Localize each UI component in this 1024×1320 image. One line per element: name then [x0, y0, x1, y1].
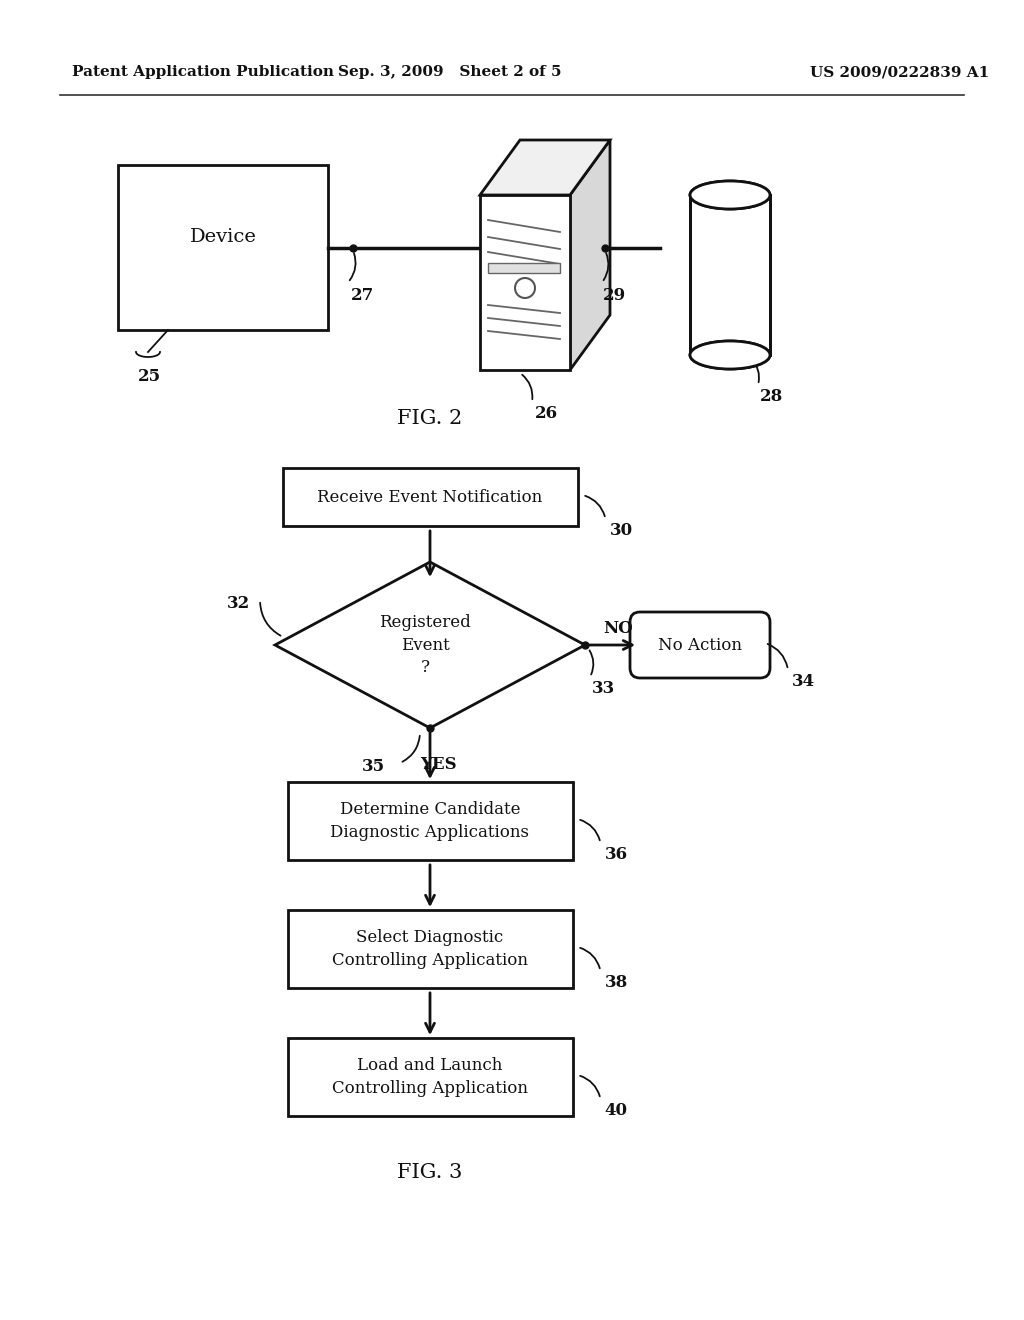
Text: 35: 35 — [362, 758, 385, 775]
Bar — [488, 263, 560, 273]
Bar — [288, 781, 572, 861]
Text: 30: 30 — [609, 521, 633, 539]
Text: 27: 27 — [351, 288, 374, 305]
Text: 29: 29 — [603, 288, 626, 305]
Text: NO: NO — [603, 620, 633, 638]
Ellipse shape — [690, 341, 770, 370]
Text: Patent Application Publication: Patent Application Publication — [72, 65, 334, 79]
Bar — [283, 469, 578, 525]
Ellipse shape — [690, 181, 770, 209]
Ellipse shape — [690, 181, 770, 209]
Text: 32: 32 — [227, 595, 250, 612]
Text: 28: 28 — [760, 388, 783, 405]
Circle shape — [515, 279, 535, 298]
Bar — [288, 1038, 572, 1115]
Bar — [288, 909, 572, 987]
Text: 25: 25 — [138, 368, 161, 385]
Text: 34: 34 — [792, 673, 815, 690]
Polygon shape — [275, 562, 585, 729]
Text: Sep. 3, 2009   Sheet 2 of 5: Sep. 3, 2009 Sheet 2 of 5 — [338, 65, 562, 79]
Text: YES: YES — [420, 756, 457, 774]
FancyBboxPatch shape — [630, 612, 770, 678]
Text: No Action: No Action — [658, 636, 742, 653]
Text: 40: 40 — [604, 1102, 628, 1119]
Text: Determine Candidate
Diagnostic Applications: Determine Candidate Diagnostic Applicati… — [331, 801, 529, 841]
Text: Load and Launch
Controlling Application: Load and Launch Controlling Application — [332, 1057, 528, 1097]
Text: 33: 33 — [592, 680, 615, 697]
Bar — [690, 195, 770, 355]
Polygon shape — [570, 140, 610, 370]
Text: 38: 38 — [604, 974, 628, 991]
Bar — [480, 195, 570, 370]
Text: FIG. 3: FIG. 3 — [397, 1163, 463, 1181]
Text: Registered
Event
?: Registered Event ? — [379, 614, 471, 676]
Polygon shape — [480, 140, 610, 195]
Text: Device: Device — [189, 228, 256, 247]
Text: 36: 36 — [604, 846, 628, 863]
Ellipse shape — [690, 341, 770, 370]
Text: FIG. 2: FIG. 2 — [397, 408, 463, 428]
Text: 26: 26 — [535, 405, 558, 422]
Text: Receive Event Notification: Receive Event Notification — [317, 488, 543, 506]
Text: Select Diagnostic
Controlling Application: Select Diagnostic Controlling Applicatio… — [332, 929, 528, 969]
Bar — [118, 165, 328, 330]
Text: US 2009/0222839 A1: US 2009/0222839 A1 — [810, 65, 989, 79]
